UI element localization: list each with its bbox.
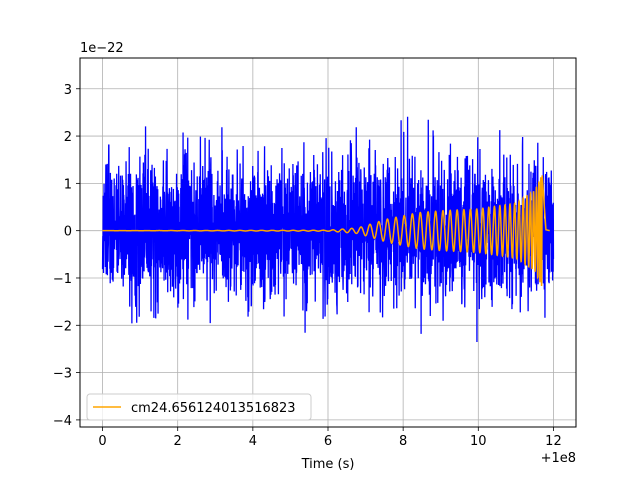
x-tick-label: 12: [545, 434, 562, 449]
x-tick-label: 10: [470, 434, 487, 449]
y-tick-label: 1: [64, 177, 72, 192]
legend-label: cm24.656124013516823: [131, 401, 296, 416]
y-scale-label: 1e−22: [80, 41, 124, 56]
legend: cm24.656124013516823: [86, 393, 312, 421]
series-layer: [101, 116, 555, 343]
y-tick-label: 3: [64, 83, 72, 98]
y-axis: −4 −3 −2 −1 0 1 2 3: [53, 83, 80, 429]
series-noise: [101, 116, 555, 343]
y-tick-label: 0: [64, 225, 72, 240]
x-tick-label: 8: [399, 434, 407, 449]
y-tick-label: −1: [53, 272, 72, 287]
y-tick-label: −3: [53, 367, 72, 382]
x-offset-label: +1e8: [541, 451, 576, 466]
x-tick-label: 0: [98, 434, 106, 449]
y-tick-label: −2: [53, 319, 72, 334]
x-tick-label: 6: [324, 434, 332, 449]
legend-box: [86, 393, 312, 421]
x-tick-label: 4: [249, 434, 257, 449]
x-tick-label: 2: [174, 434, 182, 449]
series-chirp: [102, 175, 550, 286]
x-axis: 0 2 4 6 8 10 12: [98, 427, 562, 449]
y-tick-label: −4: [53, 414, 72, 429]
y-tick-label: 2: [64, 130, 72, 145]
x-axis-label: Time (s): [301, 457, 355, 472]
